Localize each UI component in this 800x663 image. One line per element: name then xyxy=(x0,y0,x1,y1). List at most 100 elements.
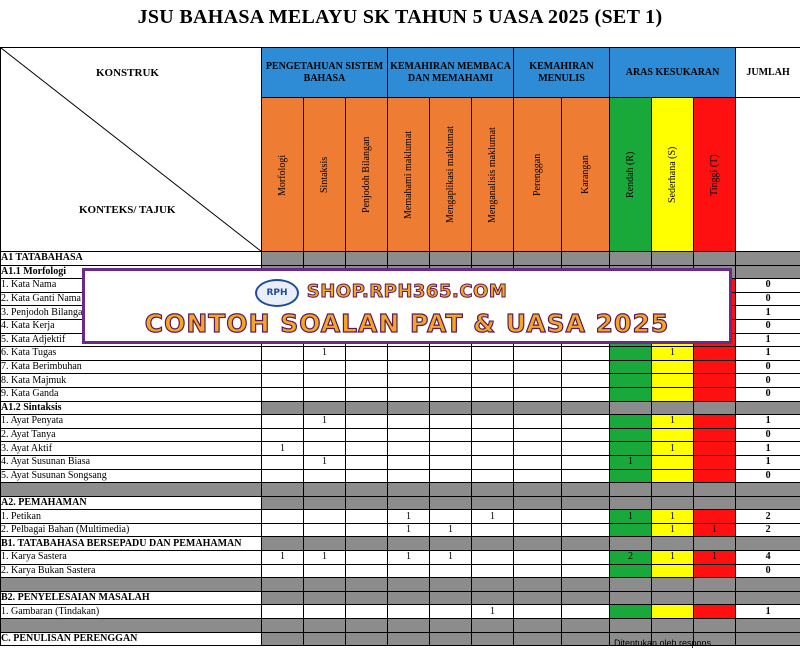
count-cell xyxy=(345,427,388,443)
filler-cell xyxy=(609,536,653,552)
count-cell xyxy=(470,441,515,456)
filler-cell xyxy=(561,590,611,606)
count-cell xyxy=(387,604,430,620)
count-cell xyxy=(693,427,737,443)
total-cell: 1 xyxy=(735,305,800,320)
count-cell xyxy=(429,373,472,388)
count-cell xyxy=(429,386,472,402)
count-cell xyxy=(609,522,653,538)
watermark-banner: RPH SHOP.RPH365.COM CONTOH SOALAN PAT & … xyxy=(82,268,732,344)
count-cell xyxy=(470,359,515,375)
item-label: 1. Karya Sastera xyxy=(0,550,262,565)
table-row: 9. Kata Ganda 0 xyxy=(0,386,800,402)
page-title: JSU BAHASA MELAYU SK TAHUN 5 UASA 2025 (… xyxy=(137,6,663,28)
count-cell: 1 xyxy=(651,441,695,456)
total-cell: 1 xyxy=(735,604,800,620)
filler-cell xyxy=(345,400,388,416)
count-cell: 1 xyxy=(429,522,472,538)
filler-cell xyxy=(261,482,304,497)
rph-logo: RPH xyxy=(255,279,299,307)
banner-headline: CONTOH SOALAN PAT & UASA 2025 xyxy=(144,308,670,338)
count-cell xyxy=(345,346,388,361)
count-cell xyxy=(513,414,563,429)
filler-cell xyxy=(303,618,346,633)
count-cell xyxy=(561,346,611,361)
filler-cell xyxy=(261,618,304,633)
count-cell xyxy=(693,373,737,388)
count-cell xyxy=(470,373,515,388)
filler-cell xyxy=(470,536,515,552)
count-cell xyxy=(429,359,472,375)
filler-cell xyxy=(513,577,563,592)
column-header-label: Menganalisis maklumat xyxy=(486,126,498,223)
column-header: Penjodoh Bilangan xyxy=(345,97,388,252)
filler-cell xyxy=(735,264,800,280)
filler-cell xyxy=(651,590,695,606)
count-cell xyxy=(609,414,653,429)
total-cell: 0 xyxy=(735,563,800,579)
section-label: A1 TATABAHASA xyxy=(0,251,262,266)
total-cell: 1 xyxy=(735,332,800,348)
filler-cell xyxy=(470,590,515,606)
filler-cell xyxy=(651,577,695,592)
count-cell: 1 xyxy=(651,509,695,524)
count-cell xyxy=(609,563,653,579)
filler-cell xyxy=(513,631,563,647)
filler-cell xyxy=(651,618,695,633)
count-cell xyxy=(513,373,563,388)
filler-cell xyxy=(651,536,695,552)
filler-cell xyxy=(261,590,304,606)
filler-cell xyxy=(387,482,430,497)
item-label: 2. Karya Bukan Sastera xyxy=(0,563,262,579)
table-row xyxy=(0,482,800,497)
count-cell xyxy=(261,563,304,579)
total-cell: 0 xyxy=(735,359,800,375)
total-cell: 0 xyxy=(735,427,800,443)
item-label: 3. Ayat Aktif xyxy=(0,441,262,456)
filler-cell xyxy=(387,631,430,647)
count-cell xyxy=(609,373,653,388)
group-pengetahuan: PENGETAHUAN SISTEM BAHASA xyxy=(261,47,388,98)
count-cell xyxy=(261,346,304,361)
section-label: C. PENULISAN PERENGGAN xyxy=(0,631,262,647)
count-cell xyxy=(651,563,695,579)
count-cell: 1 xyxy=(470,604,515,620)
column-header-label: Morfologi xyxy=(276,153,288,196)
filler-cell xyxy=(261,400,304,416)
filler-cell xyxy=(513,495,563,511)
table-row: B2. PENYELESAIAN MASALAH xyxy=(0,590,800,606)
count-cell xyxy=(513,522,563,538)
count-cell xyxy=(513,346,563,361)
count-cell xyxy=(261,604,304,620)
count-cell xyxy=(561,468,611,484)
table-row: 6. Kata Tugas 1 1 1 xyxy=(0,346,800,361)
item-label: 2. Pelbagai Bahan (Multimedia) xyxy=(0,522,262,538)
count-cell xyxy=(261,386,304,402)
konstruk-label: KONSTRUK xyxy=(96,67,159,79)
count-cell xyxy=(651,427,695,443)
filler-cell xyxy=(345,251,388,266)
count-cell: 1 xyxy=(693,522,737,538)
count-cell xyxy=(561,563,611,579)
count-cell: 1 xyxy=(651,522,695,538)
table-row: 4. Ayat Susunan Biasa 1 1 1 xyxy=(0,454,800,470)
count-cell xyxy=(513,454,563,470)
table-row: 2. Pelbagai Bahan (Multimedia) 1 1 1 1 2 xyxy=(0,522,800,538)
filler-cell xyxy=(387,400,430,416)
filler-cell xyxy=(470,631,515,647)
count-cell xyxy=(303,373,346,388)
count-cell xyxy=(561,414,611,429)
blank-cell xyxy=(0,577,262,592)
filler-cell xyxy=(735,590,800,606)
count-cell xyxy=(303,563,346,579)
filler-cell xyxy=(429,577,472,592)
table-row: C. PENULISAN PERENGGAN xyxy=(0,631,800,647)
count-cell xyxy=(261,454,304,470)
count-cell xyxy=(345,454,388,470)
group-aras: ARAS KESUKARAN xyxy=(609,47,737,98)
filler-cell xyxy=(561,577,611,592)
filler-cell xyxy=(429,482,472,497)
table-row: A1 TATABAHASA xyxy=(0,251,800,266)
count-cell xyxy=(470,414,515,429)
count-cell xyxy=(609,359,653,375)
